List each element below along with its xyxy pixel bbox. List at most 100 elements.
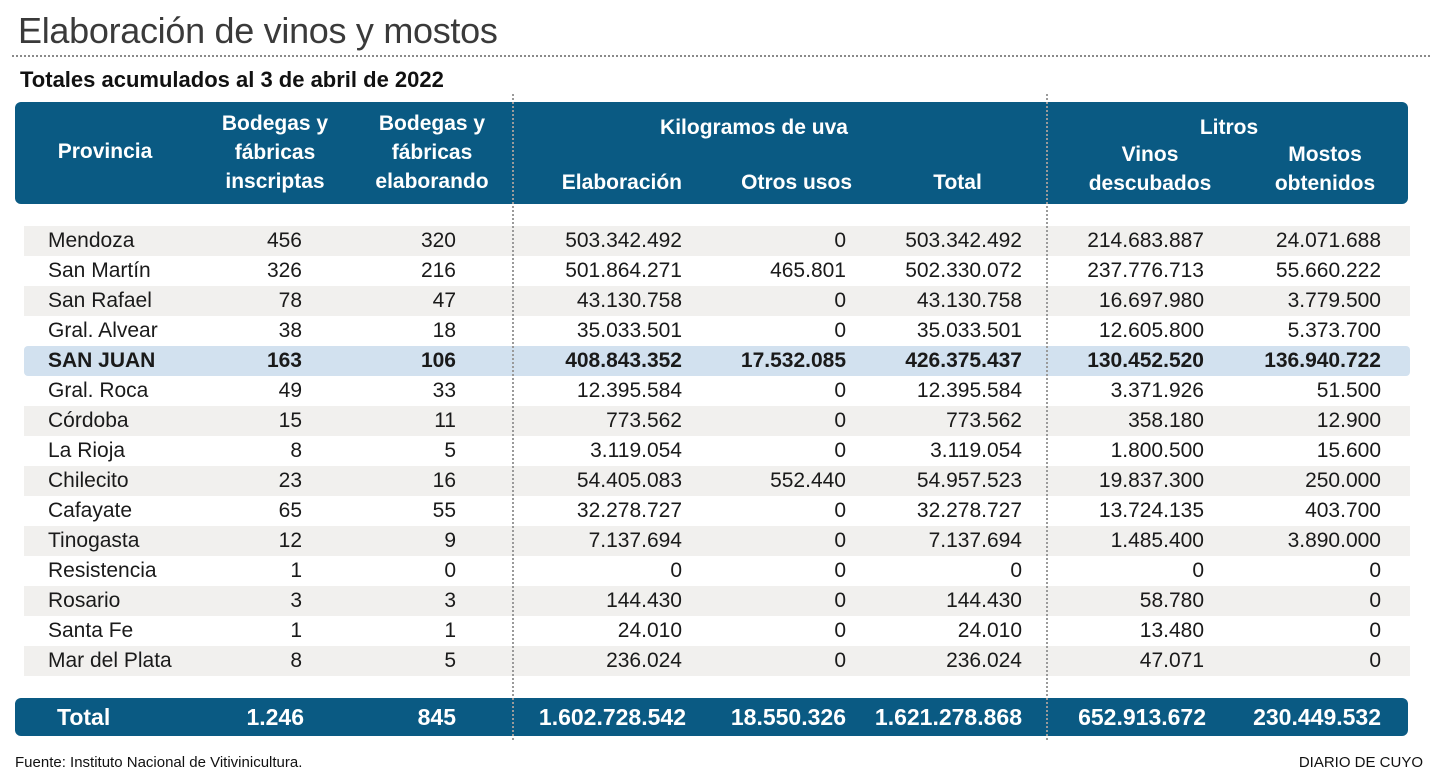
header-provincia: Provincia: [57, 140, 153, 163]
cell-inscriptas: 326: [266, 259, 302, 282]
table-row: Gral. Roca 49 33 12.395.584 0 12.395.584 3.371…: [24, 376, 1410, 406]
cell-kg-otros: 552.440: [770, 469, 846, 492]
cell-kg-otros: 0: [834, 379, 846, 402]
total-kg-otros: 18.550.326: [730, 704, 846, 730]
cell-provincia: Tinogasta: [48, 529, 140, 552]
cell-kg-total: 24.010: [957, 619, 1022, 642]
cell-vinos: 0: [1192, 559, 1204, 582]
header-kg-elaboracion: Elaboración: [561, 171, 682, 194]
header-elaborando-line: elaborando: [375, 170, 489, 193]
cell-mostos: 0: [1369, 559, 1381, 582]
cell-provincia: Resistencia: [48, 559, 157, 582]
cell-kg-total: 236.024: [946, 649, 1022, 672]
cell-provincia: Chilecito: [48, 469, 129, 492]
cell-kg-otros: 0: [834, 649, 846, 672]
header-vinos: Vinos descubados: [1060, 140, 1240, 198]
cell-vinos: 237.776.713: [1087, 259, 1204, 282]
cell-mostos: 250.000: [1305, 469, 1381, 492]
table-row: Mar del Plata 8 5 236.024 0 236.024 47.071 0: [24, 646, 1410, 676]
cell-kg-otros: 0: [834, 589, 846, 612]
cell-kg-total: 0: [1010, 559, 1022, 582]
cell-elaborando: 216: [420, 259, 456, 282]
cell-mostos: 403.700: [1305, 499, 1381, 522]
total-kg-total: 1.621.278.868: [874, 704, 1022, 730]
cell-vinos: 19.837.300: [1098, 469, 1204, 492]
cell-vinos: 1.485.400: [1110, 529, 1204, 552]
table-row: Tinogasta 12 9 7.137.694 0 7.137.694 1.485.400…: [24, 526, 1410, 556]
cell-vinos: 3.371.926: [1110, 379, 1204, 402]
page-title: Elaboración de vinos y mostos: [18, 10, 498, 51]
header-vinos-line: descubados: [1088, 172, 1212, 195]
table-row: Córdoba 15 11 773.562 0 773.562 358.180 12.900: [24, 406, 1410, 436]
cell-mostos: 12.900: [1316, 409, 1381, 432]
cell-vinos: 1.800.500: [1110, 439, 1204, 462]
cell-kg-elaboracion: 35.033.501: [576, 319, 682, 342]
credit-label: DIARIO DE CUYO: [1298, 754, 1423, 771]
header-vinos-line: Vinos: [1121, 143, 1179, 166]
table-row-highlighted: SAN JUAN 163 106 408.843.352 17.532.085 426.3…: [24, 346, 1410, 376]
cell-provincia: Córdoba: [48, 409, 129, 432]
cell-vinos: 358.180: [1128, 409, 1204, 432]
cell-mostos: 136.940.722: [1264, 349, 1381, 372]
cell-provincia: Rosario: [48, 589, 121, 612]
cell-vinos: 47.071: [1139, 649, 1204, 672]
cell-provincia: Cafayate: [48, 499, 133, 522]
cell-kg-elaboracion: 501.864.271: [565, 259, 682, 282]
cell-mostos: 15.600: [1316, 439, 1381, 462]
cell-kg-elaboracion: 773.562: [606, 409, 682, 432]
header-inscriptas: Bodegas y fábricas inscriptas: [195, 109, 355, 196]
cell-kg-total: 32.278.727: [916, 499, 1022, 522]
cell-elaborando: 3: [444, 589, 456, 612]
header-elaborando-line: Bodegas y: [378, 112, 486, 135]
cell-kg-total: 35.033.501: [916, 319, 1022, 342]
cell-kg-elaboracion: 144.430: [606, 589, 682, 612]
cell-provincia: Gral. Roca: [48, 379, 149, 402]
cell-mostos: 3.890.000: [1287, 529, 1381, 552]
cell-elaborando: 9: [444, 529, 456, 552]
cell-vinos: 13.724.135: [1098, 499, 1204, 522]
cell-provincia: La Rioja: [48, 439, 126, 462]
cell-kg-otros: 0: [834, 229, 846, 252]
cell-kg-elaboracion: 408.843.352: [565, 349, 682, 372]
cell-kg-elaboracion: 43.130.758: [576, 289, 682, 312]
cell-inscriptas: 38: [278, 319, 302, 342]
header-elaborando: Bodegas y fábricas elaborando: [352, 109, 512, 196]
cell-inscriptas: 8: [290, 649, 302, 672]
cell-inscriptas: 163: [266, 349, 302, 372]
cell-elaborando: 5: [444, 439, 456, 462]
table-row: Resistencia 1 0 0 0 0 0 0: [24, 556, 1410, 586]
cell-provincia: Santa Fe: [48, 619, 134, 642]
cell-mostos: 0: [1369, 589, 1381, 612]
cell-mostos: 51.500: [1316, 379, 1381, 402]
total-inscriptas: 1.246: [246, 704, 304, 730]
table-row: San Martín 326 216 501.864.271 465.801 502.33…: [24, 256, 1410, 286]
cell-kg-total: 144.430: [946, 589, 1022, 612]
cell-kg-otros: 0: [834, 499, 846, 522]
cell-mostos: 0: [1369, 649, 1381, 672]
title-divider: [12, 55, 1430, 57]
cell-elaborando: 18: [432, 319, 456, 342]
cell-kg-otros: 0: [834, 409, 846, 432]
cell-elaborando: 55: [432, 499, 456, 522]
cell-inscriptas: 23: [278, 469, 302, 492]
header-inscriptas-line: inscriptas: [225, 170, 325, 193]
cell-vinos: 58.780: [1139, 589, 1204, 612]
total-kg-elaboracion: 1.602.728.542: [538, 704, 686, 730]
column-separator-kg: [512, 94, 514, 740]
cell-kg-total: 426.375.437: [905, 349, 1022, 372]
cell-vinos: 12.605.800: [1098, 319, 1204, 342]
cell-provincia: Gral. Alvear: [48, 319, 158, 342]
cell-vinos: 16.697.980: [1098, 289, 1204, 312]
cell-kg-otros: 0: [834, 529, 846, 552]
total-mostos: 230.449.532: [1253, 704, 1381, 730]
cell-inscriptas: 15: [278, 409, 302, 432]
cell-inscriptas: 65: [278, 499, 302, 522]
cell-elaborando: 33: [432, 379, 456, 402]
cell-vinos: 130.452.520: [1087, 349, 1204, 372]
cell-mostos: 3.779.500: [1287, 289, 1381, 312]
cell-kg-total: 3.119.054: [930, 439, 1022, 462]
cell-kg-otros: 0: [834, 319, 846, 342]
table-header: [15, 102, 1408, 204]
cell-mostos: 24.071.688: [1275, 229, 1381, 252]
cell-kg-elaboracion: 7.137.694: [588, 529, 682, 552]
